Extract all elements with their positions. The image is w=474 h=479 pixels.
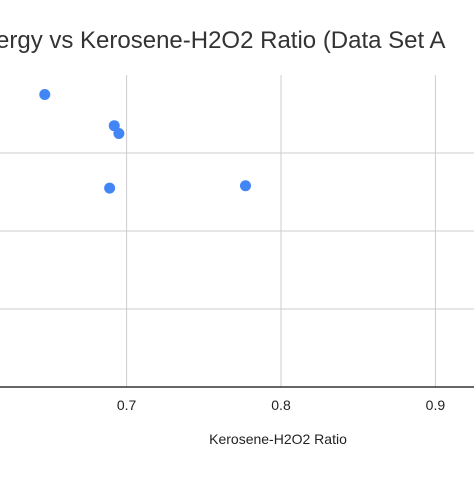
data-point[interactable]	[104, 182, 116, 194]
data-point[interactable]	[239, 180, 251, 192]
data-points	[39, 89, 251, 194]
data-point[interactable]	[113, 128, 125, 139]
x-tick-label: 0.9	[426, 397, 446, 413]
x-tick-labels: 0.7 0.8 0.9	[117, 397, 445, 413]
x-axis-label: Kerosene-H2O2 Ratio	[209, 431, 347, 447]
data-point[interactable]	[39, 89, 51, 100]
gridlines	[0, 75, 474, 387]
x-tick-label: 0.7	[117, 397, 137, 413]
x-tick-label: 0.8	[271, 397, 291, 413]
chart-title: ergy vs Kerosene-H2O2 Ratio (Data Set A	[0, 27, 446, 54]
